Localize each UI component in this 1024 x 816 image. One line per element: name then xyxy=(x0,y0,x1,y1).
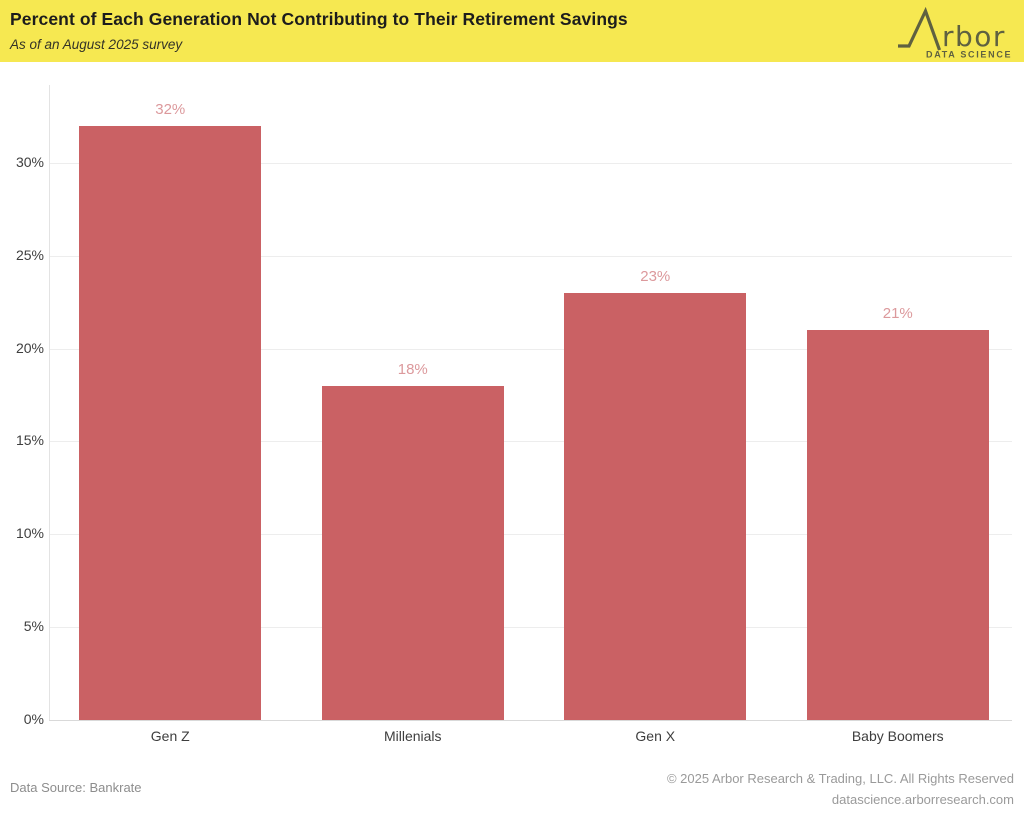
bar-chart: 0% 5% 10% 15% 20% 25% 30% 32% Gen Z 18% Millenials… xyxy=(0,62,1024,816)
gridline-5% xyxy=(49,627,1012,629)
x-axis-label-gen-z: Gen Z xyxy=(150,728,190,744)
arbor-data-science-logo: rbor DATA SCIENCE xyxy=(898,6,1012,60)
arbor-logo-tagline: DATA SCIENCE xyxy=(926,50,1012,60)
y-tick-label-5%: 5% xyxy=(23,618,44,635)
website-link[interactable]: datascience.arborresearch.com xyxy=(831,792,1014,807)
x-axis-label-gen-x: Gen X xyxy=(635,728,676,744)
y-tick-label-20%: 20% xyxy=(15,339,44,356)
bar-gen-z[interactable] xyxy=(79,125,262,720)
y-axis-line xyxy=(49,85,50,720)
gridline-0% xyxy=(49,720,1012,721)
bar-baby-boomers[interactable] xyxy=(806,330,989,720)
bar-millenials[interactable] xyxy=(321,385,504,720)
y-tick-label-10%: 10% xyxy=(15,525,44,542)
x-axis-label-baby-boomers: Baby Boomers xyxy=(851,728,944,744)
copyright-line: © 2025 Arbor Research & Trading, LLC. Al… xyxy=(666,771,1014,786)
arbor-logo-peak-icon xyxy=(898,6,942,51)
gridline-20% xyxy=(49,348,1012,350)
chart-subtitle: As of an August 2025 survey xyxy=(10,37,183,52)
y-tick-label-0%: 0% xyxy=(23,711,44,727)
arbor-logo-wordmark: rbor xyxy=(942,20,1006,53)
gridline-25% xyxy=(49,255,1012,257)
y-tick-label-25%: 25% xyxy=(15,246,44,263)
gridline-15% xyxy=(49,441,1012,443)
chart-title: Percent of Each Generation Not Contribut… xyxy=(10,9,628,29)
y-tick-label-30%: 30% xyxy=(15,153,44,170)
value-label-gen-z: 32% xyxy=(155,100,186,118)
y-tick-label-15%: 15% xyxy=(15,432,44,449)
copyright-note: © 2025 Arbor Research & Trading, LLC. Al… xyxy=(667,768,1014,810)
value-label-millenials: 18% xyxy=(397,360,428,378)
header-banner: Percent of Each Generation Not Contribut… xyxy=(0,0,1024,62)
bar-gen-x[interactable] xyxy=(564,292,747,720)
x-axis-label-millenials: Millenials xyxy=(383,728,442,744)
gridline-30% xyxy=(49,162,1012,164)
gridline-10% xyxy=(49,534,1012,536)
data-source-note: Data Source: Bankrate xyxy=(10,780,142,795)
value-label-gen-x: 23% xyxy=(640,267,671,285)
value-label-baby-boomers: 21% xyxy=(882,305,913,323)
